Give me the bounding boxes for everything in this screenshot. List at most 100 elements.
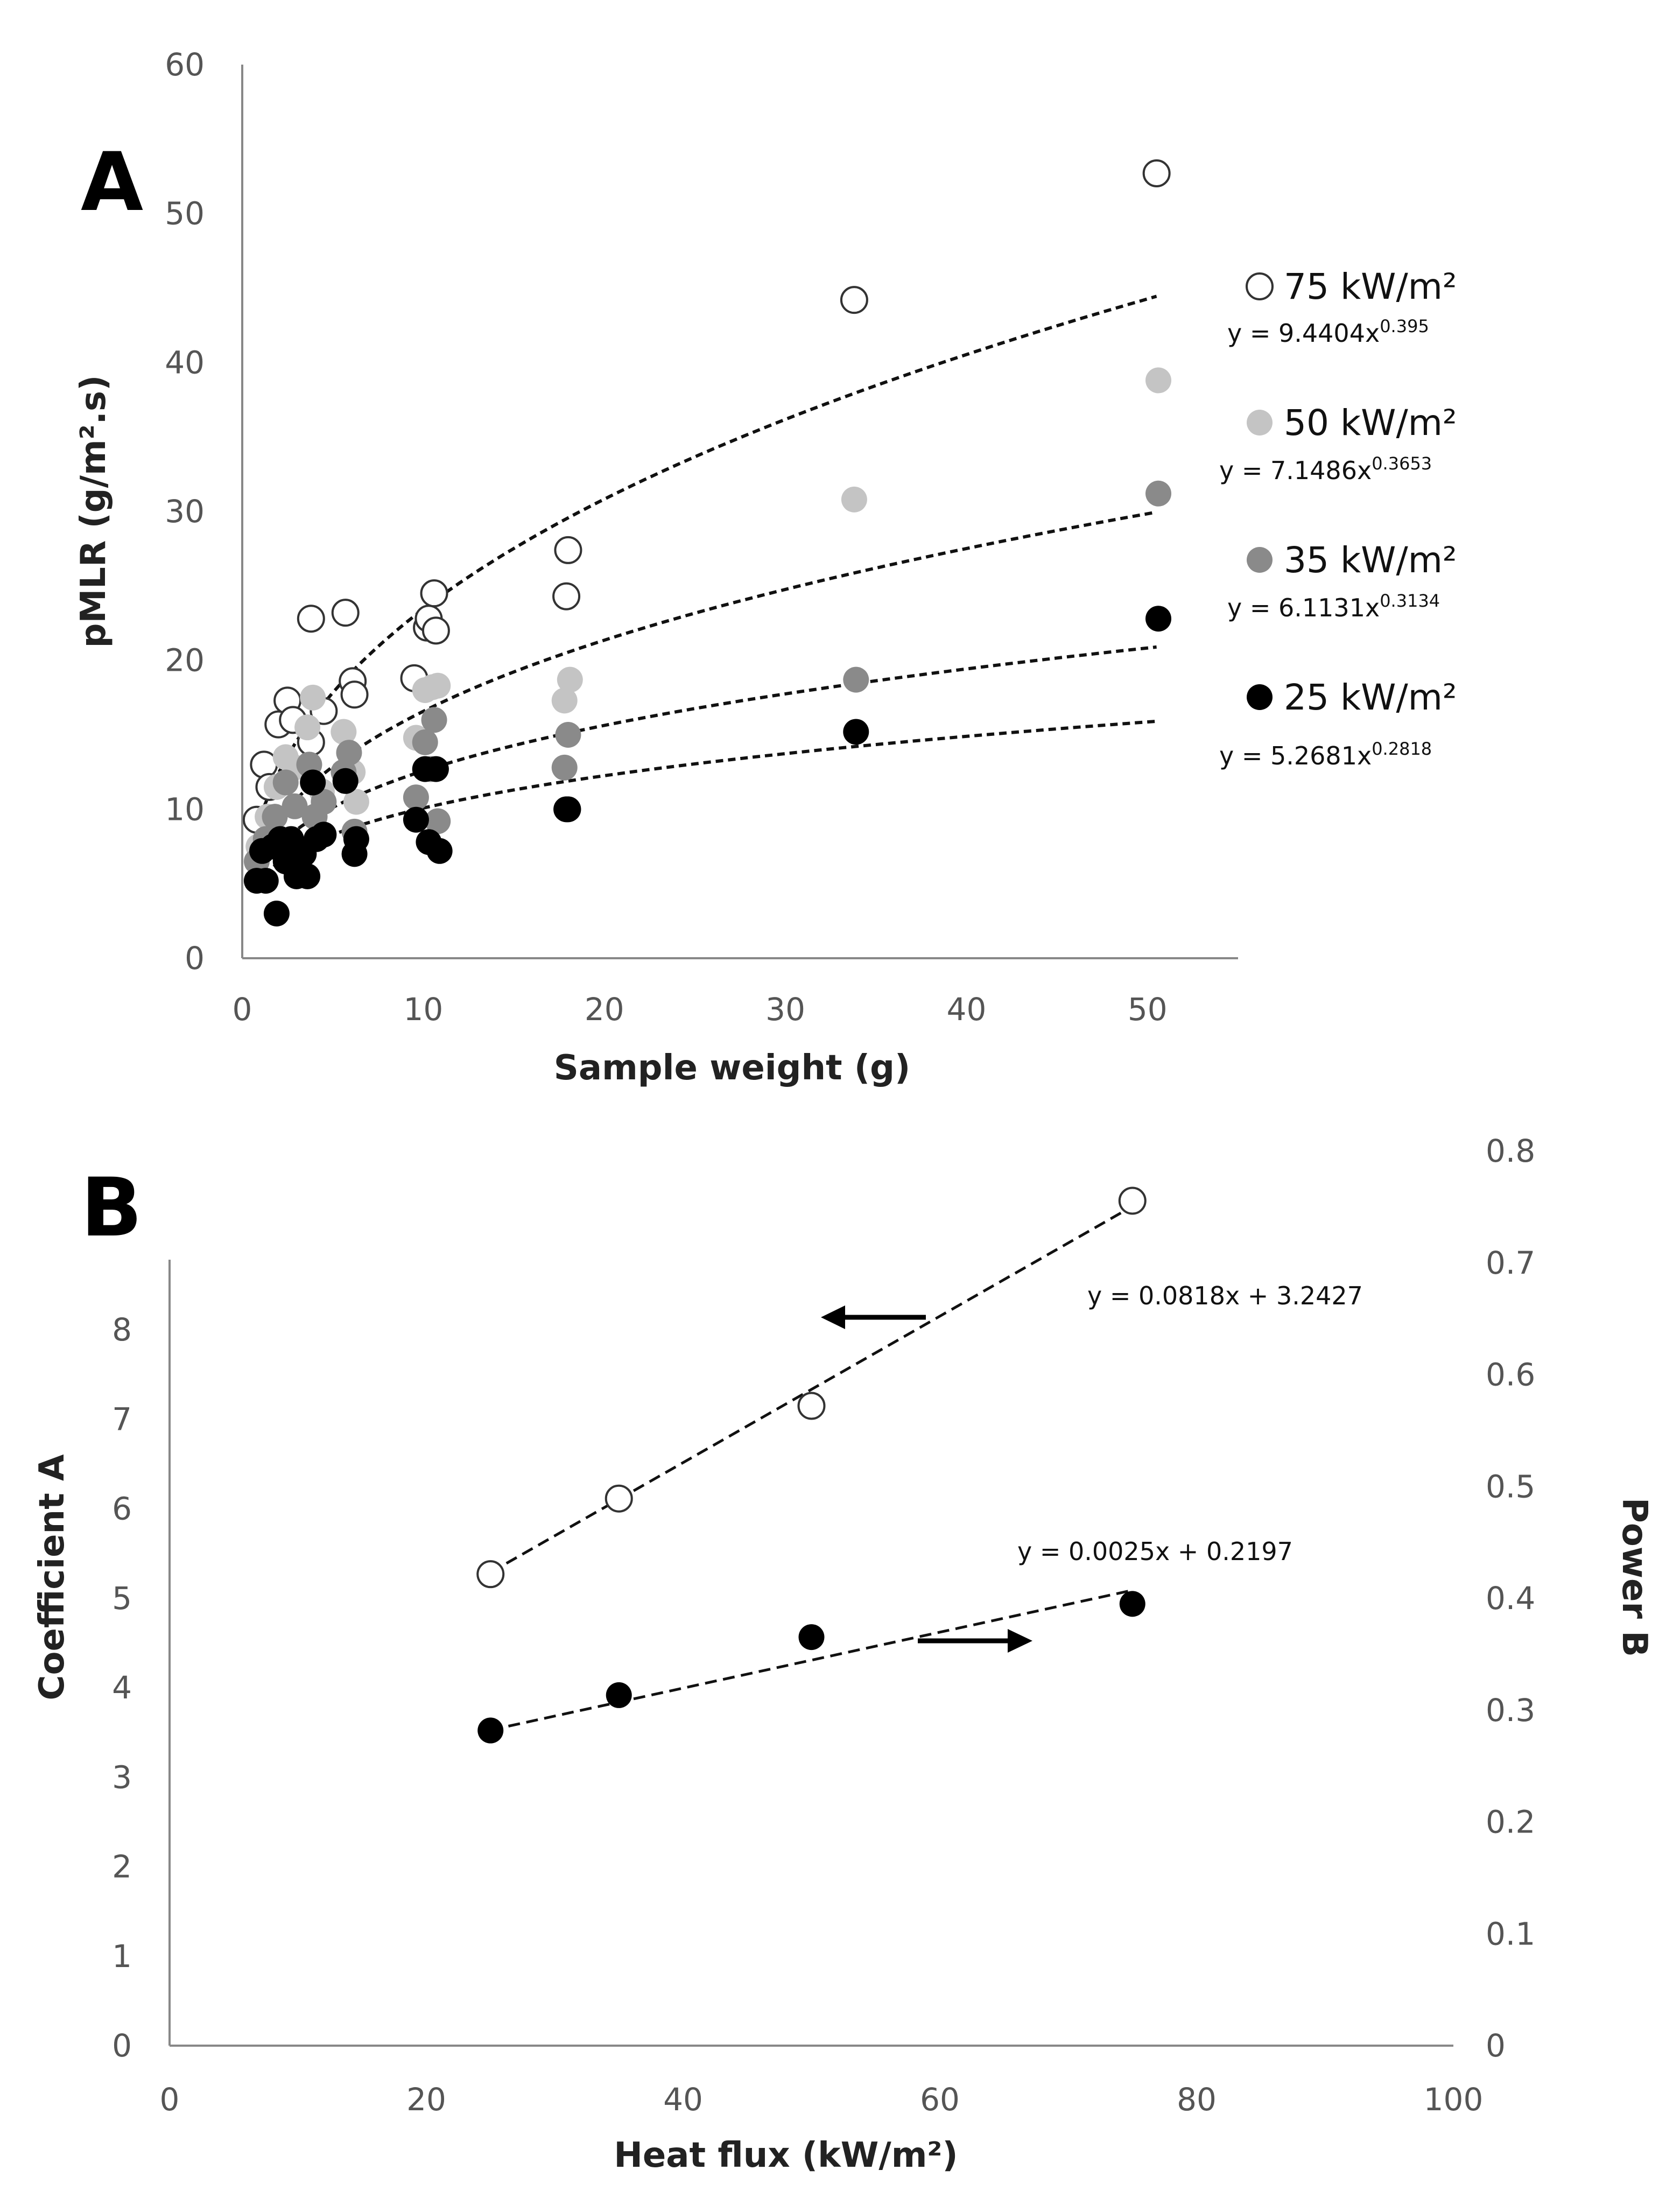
legend-item-25: 25 kW/m² y = 5.2681x0.2818 (1219, 677, 1457, 770)
data-point-s50 (343, 789, 369, 815)
data-point-s75 (297, 605, 325, 633)
panel-b-left-tick: 3 (112, 1759, 132, 1795)
panel-a-legend: 75 kW/m² y = 9.4404x0.395 50 kW/m² y = 7… (1219, 266, 1457, 770)
data-point-power_b (1119, 1591, 1145, 1617)
data-point-coef_a (604, 1484, 633, 1513)
data-point-s75 (840, 286, 868, 314)
data-point-s25 (423, 756, 449, 782)
panel-b-x-label: Heat flux (kW/m²) (614, 2136, 958, 2175)
panel-a-fit-lines (255, 294, 1157, 886)
data-point-s25 (403, 806, 429, 833)
data-point-s50 (557, 666, 583, 693)
fit-line-s75 (255, 294, 1157, 830)
fit-equation-75: y = 9.4404x0.395 (1227, 316, 1429, 348)
data-point-s35 (412, 729, 438, 755)
data-point-power_b (606, 1682, 632, 1708)
fit-line-s50 (255, 510, 1157, 861)
panel-a-y-tick: 40 (165, 344, 205, 381)
panel-b-right-tick: 0.1 (1486, 1915, 1535, 1952)
panel-b-left-tick: 5 (112, 1580, 132, 1617)
data-point-s50 (551, 687, 578, 714)
panel-a-x-tick: 40 (947, 991, 987, 1028)
panel-b-x-tick: 40 (663, 2081, 703, 2118)
fit-line-s25 (255, 719, 1157, 886)
data-point-s25 (311, 821, 337, 848)
panel-a-x-tick: 10 (403, 991, 443, 1028)
panel-b-left-y-label: Coefficient A (32, 1454, 72, 1700)
data-point-s75 (340, 680, 369, 709)
legend-item-35: 35 kW/m² y = 6.1131x0.3134 (1227, 539, 1457, 622)
panel-b-x-tick: 0 (160, 2081, 180, 2118)
panel-a-y-tick: 20 (165, 642, 205, 679)
legend-marker-35 (1247, 547, 1273, 573)
panel-a-points (242, 159, 1171, 926)
data-point-s35 (425, 808, 451, 834)
panel-a-x-tick: 0 (233, 991, 252, 1028)
legend-marker-75 (1246, 272, 1274, 300)
fit-equation-power-b: y = 0.0025x + 0.2197 (1017, 1537, 1293, 1566)
data-point-s50 (294, 714, 321, 741)
fit-equation-35: y = 6.1131x0.3134 (1227, 591, 1440, 622)
data-point-s35 (272, 769, 299, 796)
fit-equation-50-base: y = 7.1486x (1219, 456, 1372, 485)
panel-b-right-y-label: Power B (1614, 1498, 1654, 1657)
data-point-s35 (403, 784, 429, 811)
legend-label-50: 50 kW/m² (1284, 402, 1457, 444)
data-point-s35 (282, 793, 308, 819)
data-point-s25 (343, 826, 369, 852)
panel-a-x-tick: 20 (585, 991, 624, 1028)
data-point-s25 (294, 863, 321, 889)
panel-a-y-tick: 10 (165, 791, 205, 827)
panel-b-x-tick: 80 (1177, 2081, 1217, 2118)
panel-a-y-tick: 60 (165, 46, 205, 83)
data-point-s35 (551, 754, 578, 781)
fit-equation-25-base: y = 5.2681x (1219, 741, 1372, 770)
data-point-s50 (841, 486, 867, 512)
data-point-s50 (331, 719, 357, 745)
data-point-s35 (311, 789, 337, 815)
panel-a-axes (241, 65, 1238, 959)
data-point-s25 (300, 769, 326, 796)
fit-equation-25-exponent: 0.2818 (1372, 739, 1432, 759)
legend-marker-50 (1247, 410, 1273, 436)
fit-equation-75-exponent: 0.395 (1380, 316, 1429, 336)
legend-label-75: 75 kW/m² (1284, 266, 1457, 307)
panel-b-left-tick: 4 (112, 1669, 132, 1706)
arrow-to-left-axis (821, 1305, 926, 1329)
data-point-s50 (425, 672, 451, 699)
legend-label-35: 35 kW/m² (1284, 539, 1457, 581)
data-point-s25 (252, 868, 279, 894)
panel-b-left-tick: 1 (112, 1938, 132, 1975)
data-point-s75 (420, 579, 448, 608)
legend-item-50: 50 kW/m² y = 7.1486x0.3653 (1219, 402, 1457, 485)
panel-a-ticks: 0 10 20 30 40 50 60 0 10 20 30 40 50 (165, 46, 1168, 1028)
panel-b-right-tick: 0.6 (1486, 1357, 1535, 1393)
data-point-s25 (843, 719, 869, 745)
panel-b-right-tick: 0.2 (1486, 1804, 1535, 1841)
panel-b-x-tick: 100 (1424, 2081, 1484, 2118)
data-point-s35 (336, 740, 362, 766)
panel-a-y-tick: 30 (165, 493, 205, 530)
arrow-right-head (1008, 1629, 1032, 1653)
panel-a-x-tick: 50 (1128, 991, 1168, 1028)
data-point-s25 (1145, 606, 1171, 632)
panel-a-x-tick: 30 (765, 991, 805, 1028)
panel-a-letter: A (81, 136, 143, 229)
fit-line-s35 (255, 645, 1157, 874)
panel-a-y-tick: 0 (185, 940, 205, 977)
data-point-s75 (331, 599, 360, 627)
legend-label-25: 25 kW/m² (1284, 677, 1457, 718)
data-point-s35 (1145, 480, 1171, 507)
data-point-s35 (262, 804, 288, 830)
fit-equation-75-base: y = 9.4404x (1227, 319, 1380, 348)
fit-equation-50: y = 7.1486x0.3653 (1219, 453, 1432, 485)
fit-equation-coef-a: y = 0.0818x + 3.2427 (1087, 1281, 1363, 1310)
panel-b-right-tick: 0 (1486, 2027, 1506, 2064)
panel-a-y-label: pMLR (g/m².s) (74, 375, 114, 648)
data-point-s75 (552, 582, 581, 610)
fit-equation-35-base: y = 6.1131x (1227, 593, 1380, 622)
data-point-s25 (332, 768, 359, 794)
legend-item-75: 75 kW/m² y = 9.4404x0.395 (1227, 266, 1457, 348)
